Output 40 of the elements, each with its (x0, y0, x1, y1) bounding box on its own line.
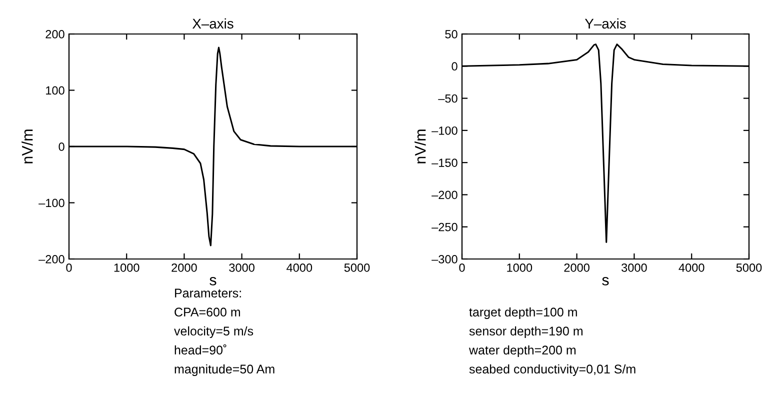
y-tick-label: 0 (58, 142, 64, 151)
text: sensor depth=190 m (469, 326, 582, 338)
x-tick-label: 1000 (114, 263, 140, 272)
x-tick-label: 4000 (678, 263, 704, 272)
y-tick-label: –200 (432, 190, 458, 200)
y-tick-label: –200 (38, 255, 64, 264)
text: target depth=100 m (469, 307, 577, 319)
x-tick-label: 0 (459, 263, 465, 272)
y-axis-title: nV/m (22, 130, 33, 164)
y-tick-label: 50 (445, 30, 458, 38)
text: magnitude=50 Am (174, 364, 274, 376)
x-axis-title: s (602, 277, 609, 286)
y-tick-label: –50 (438, 94, 458, 103)
chart-title: Y–axis (584, 18, 626, 29)
x-axis-title: s (210, 277, 216, 286)
text: head=90˚ (174, 344, 226, 355)
y-tick-label: –300 (432, 255, 458, 264)
x-tick-label: 4000 (286, 263, 312, 272)
y-axis-title: nV/m (414, 130, 426, 164)
x-tick-label: 2000 (172, 263, 197, 272)
text: seabed conductivity=0,01 S/m (469, 364, 636, 376)
y-tick-label: 200 (46, 30, 64, 38)
x-tick-label: 2000 (564, 263, 590, 272)
x-tick-label: 3000 (622, 263, 647, 272)
chart-title: X–axis (192, 18, 234, 29)
text: velocity=5 m/s (174, 326, 254, 338)
x-tick-label: 5000 (344, 263, 370, 272)
x-tick-label: 3000 (229, 263, 254, 272)
text: Parameters: (175, 288, 241, 298)
text: water depth=200 m (468, 345, 576, 357)
y-tick-label: –250 (432, 222, 458, 232)
y-tick-label: –100 (432, 126, 458, 135)
y-tick-label: 100 (46, 86, 64, 95)
x-tick-label: 5000 (736, 263, 762, 272)
y-tick-label: 0 (452, 62, 458, 71)
x-tick-label: 1000 (507, 263, 532, 272)
x-tick-label: 0 (66, 263, 72, 272)
y-tick-label: –100 (38, 198, 64, 208)
text: CPA=600 m (174, 308, 240, 317)
y-tick-label: –150 (432, 158, 458, 167)
